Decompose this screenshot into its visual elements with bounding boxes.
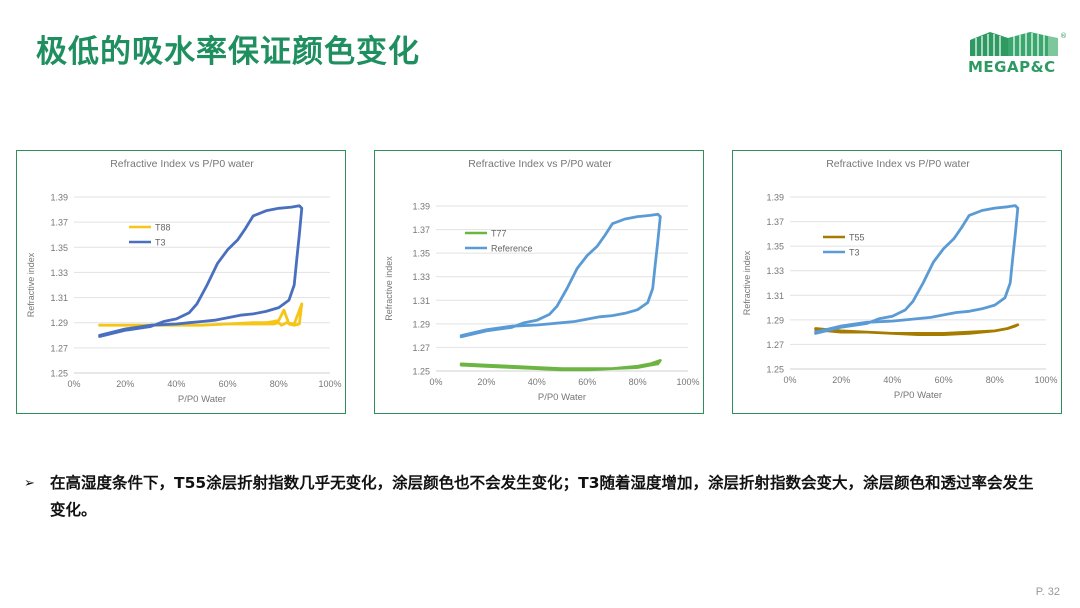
x-tick-label: 0% bbox=[783, 375, 796, 385]
y-axis-title: Refractive index bbox=[742, 250, 752, 315]
x-tick-label: 60% bbox=[935, 375, 953, 385]
x-axis-title: P/P0 Water bbox=[178, 394, 226, 405]
legend-label: T3 bbox=[849, 248, 860, 258]
series-line-2 bbox=[98, 204, 304, 338]
y-tick-label: 1.39 bbox=[50, 193, 68, 203]
arrow-bullet-icon: ➢ bbox=[24, 476, 35, 491]
x-tick-label: 20% bbox=[832, 375, 850, 385]
chart-panel-1: Refractive Index vs P/P0 water 1.25 1.27 1.… bbox=[16, 150, 346, 414]
y-tick-label: 1.33 bbox=[50, 268, 68, 278]
y-tick-label: 1.25 bbox=[412, 367, 430, 377]
conclusion-text: 在高湿度条件下，T55涂层折射指数几乎无变化，涂层颜色也不会发生变化；T3随着湿… bbox=[50, 474, 1034, 519]
registered-mark: ® bbox=[1060, 32, 1067, 40]
y-tick-label: 1.31 bbox=[766, 291, 784, 301]
y-tick-label: 1.29 bbox=[766, 315, 784, 325]
chart-panel-3: Refractive Index vs P/P0 water 1.25 1.27 1.… bbox=[732, 150, 1062, 414]
legend-label: T3 bbox=[155, 238, 166, 248]
y-tick-label: 1.27 bbox=[50, 343, 68, 353]
series-line-1 bbox=[459, 358, 662, 372]
company-logo: ® MEGAP&C bbox=[968, 28, 1068, 80]
legend-label: Reference bbox=[491, 244, 533, 254]
y-tick-label: 1.27 bbox=[412, 343, 430, 353]
y-tick-label: 1.39 bbox=[412, 202, 430, 212]
series-line-2 bbox=[459, 212, 662, 339]
y-tick-label: 1.33 bbox=[412, 272, 430, 282]
legend-label: T55 bbox=[849, 233, 865, 243]
x-tick-label: 100% bbox=[318, 379, 341, 389]
x-tick-label: 0% bbox=[67, 379, 80, 389]
y-tick-label: 1.31 bbox=[412, 296, 430, 306]
series-line-2 bbox=[814, 204, 1020, 335]
x-tick-label: 40% bbox=[167, 379, 185, 389]
y-tick-label: 1.29 bbox=[50, 318, 68, 328]
chart-title: Refractive Index vs P/P0 water bbox=[468, 158, 612, 170]
x-tick-label: 100% bbox=[676, 377, 699, 387]
y-tick-label: 1.33 bbox=[766, 266, 784, 276]
legend-label: T88 bbox=[155, 223, 171, 233]
y-tick-label: 1.37 bbox=[50, 218, 68, 228]
y-axis-title: Refractive index bbox=[26, 252, 36, 317]
x-axis-title: P/P0 Water bbox=[538, 392, 586, 403]
y-tick-label: 1.25 bbox=[766, 365, 784, 375]
x-tick-label: 80% bbox=[270, 379, 288, 389]
chart-title: Refractive Index vs P/P0 water bbox=[110, 158, 254, 170]
x-tick-label: 0% bbox=[429, 377, 442, 387]
chart-t55-t3: Refractive Index vs P/P0 water 1.25 1.27 1.… bbox=[742, 158, 1058, 401]
y-tick-label: 1.37 bbox=[412, 225, 430, 235]
y-axis-title: Refractive index bbox=[384, 256, 394, 321]
x-tick-label: 80% bbox=[629, 377, 647, 387]
y-tick-label: 1.35 bbox=[50, 243, 68, 253]
x-tick-label: 20% bbox=[477, 377, 495, 387]
x-tick-label: 60% bbox=[219, 379, 237, 389]
y-tick-label: 1.35 bbox=[412, 249, 430, 259]
chart-title: Refractive Index vs P/P0 water bbox=[826, 158, 970, 170]
x-tick-label: 40% bbox=[528, 377, 546, 387]
legend-label: T77 bbox=[491, 229, 507, 239]
y-tick-label: 1.25 bbox=[50, 369, 68, 379]
y-tick-label: 1.39 bbox=[766, 193, 784, 203]
y-tick-label: 1.35 bbox=[766, 242, 784, 252]
page-title: 极低的吸水率保证颜色变化 bbox=[36, 34, 420, 70]
chart-t88-t3: Refractive Index vs P/P0 water 1.25 1.27 1.… bbox=[26, 158, 342, 405]
x-tick-label: 80% bbox=[986, 375, 1004, 385]
x-tick-label: 60% bbox=[578, 377, 596, 387]
y-tick-label: 1.27 bbox=[766, 340, 784, 350]
chart-panel-2: Refractive Index vs P/P0 water 1.25 1.27 1.… bbox=[374, 150, 704, 414]
x-axis-title: P/P0 Water bbox=[894, 390, 942, 401]
series-line-1 bbox=[814, 323, 1020, 337]
building-logo-icon bbox=[970, 32, 1058, 56]
logo-text: MEGAP&C bbox=[968, 58, 1056, 76]
x-tick-label: 40% bbox=[883, 375, 901, 385]
x-tick-label: 100% bbox=[1034, 375, 1057, 385]
chart-t77-reference: Refractive Index vs P/P0 water 1.25 1.27 1.… bbox=[384, 158, 700, 403]
page-number: P. 32 bbox=[1035, 586, 1060, 598]
y-tick-label: 1.31 bbox=[50, 293, 68, 303]
x-tick-label: 20% bbox=[116, 379, 134, 389]
y-tick-label: 1.29 bbox=[412, 319, 430, 329]
y-tick-label: 1.37 bbox=[766, 217, 784, 227]
series-line-1 bbox=[98, 302, 304, 327]
